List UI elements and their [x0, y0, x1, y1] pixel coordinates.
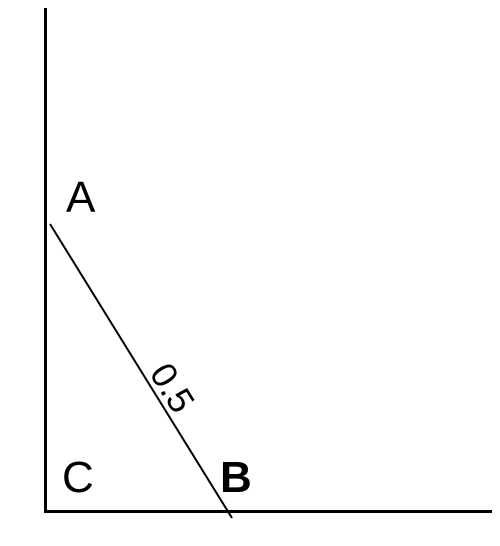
vertex-label-a: A — [66, 176, 95, 220]
edge-length-label: 0.5 — [143, 357, 200, 419]
x-axis — [44, 510, 492, 513]
y-axis — [44, 8, 47, 510]
vertex-label-b: B — [220, 456, 252, 500]
diagram-canvas: A B C 0.5 — [0, 0, 500, 546]
vertex-label-c: C — [62, 456, 94, 500]
